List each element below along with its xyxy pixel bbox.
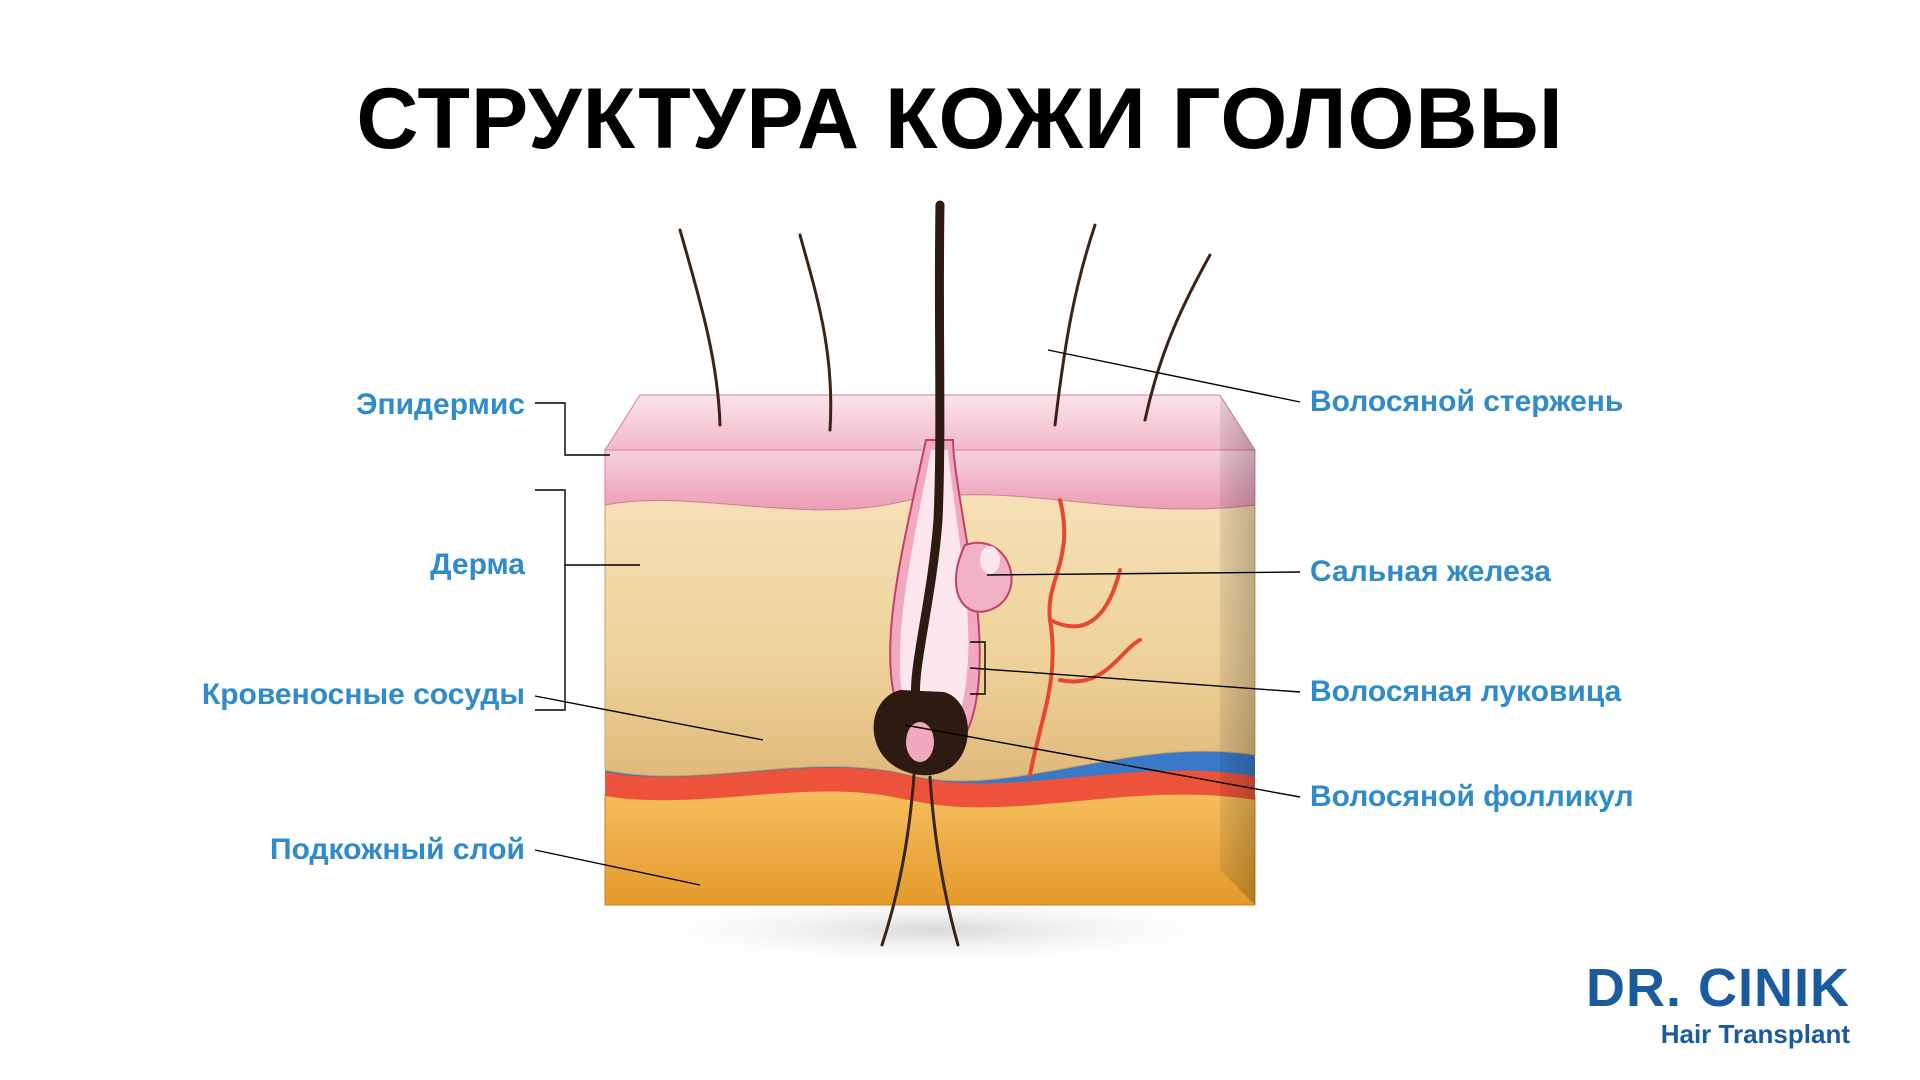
label-hair-bulb: Волосяная луковица xyxy=(1310,675,1621,709)
scalp-diagram xyxy=(0,0,1920,1080)
label-subcutaneous: Подкожный слой xyxy=(270,833,525,867)
brand-logo-sub: Hair Transplant xyxy=(1586,1019,1850,1050)
label-hair-shaft: Волосяной стержень xyxy=(1310,385,1623,419)
subcutaneous-layer xyxy=(605,790,1255,905)
brand-logo-main: DR. CINIK xyxy=(1586,957,1850,1019)
label-epidermis: Эпидермис xyxy=(356,388,525,422)
brand-logo: DR. CINIK Hair Transplant xyxy=(1586,957,1850,1050)
label-hair-follicle: Волосяной фолликул xyxy=(1310,780,1634,814)
label-dermis: Дерма xyxy=(430,548,525,582)
block-side-shade xyxy=(1220,395,1255,905)
label-sebaceous-gland: Сальная железа xyxy=(1310,555,1551,589)
label-blood-vessels: Кровеносные сосуды xyxy=(202,678,525,712)
